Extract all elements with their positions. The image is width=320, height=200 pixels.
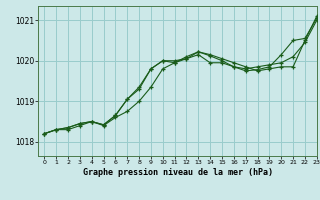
X-axis label: Graphe pression niveau de la mer (hPa): Graphe pression niveau de la mer (hPa)	[83, 168, 273, 177]
